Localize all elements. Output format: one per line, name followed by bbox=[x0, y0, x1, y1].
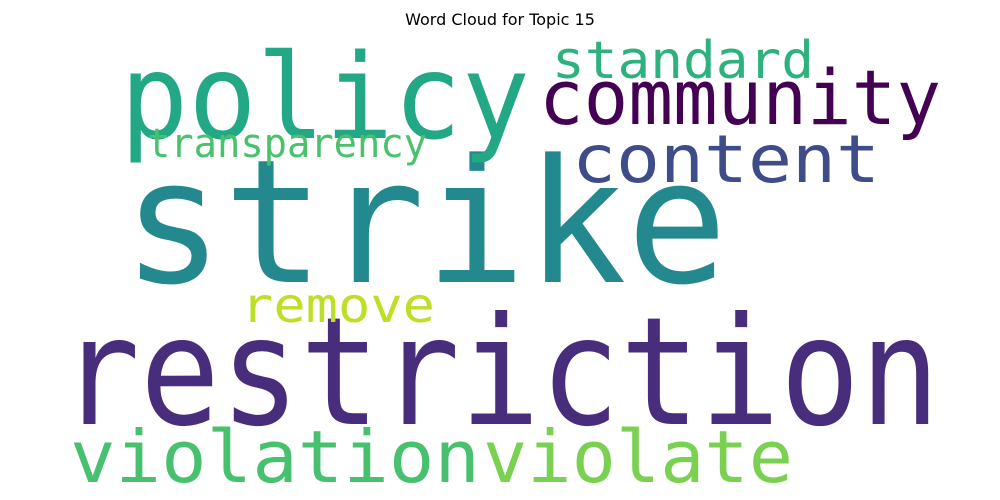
figure-title: Word Cloud for Topic 15 bbox=[405, 10, 595, 29]
word-restriction: restriction bbox=[60, 286, 940, 460]
word-violation: violation bbox=[70, 415, 480, 499]
word-remove: remove bbox=[241, 278, 435, 334]
word-violate: violate bbox=[483, 415, 793, 499]
word-transparency: transparency bbox=[147, 121, 427, 167]
word-policy: policy bbox=[120, 28, 530, 166]
word-standard: standard bbox=[552, 31, 814, 91]
word-content: content bbox=[572, 121, 880, 198]
word-strike: strike bbox=[123, 122, 728, 323]
word-community: community bbox=[539, 53, 941, 142]
